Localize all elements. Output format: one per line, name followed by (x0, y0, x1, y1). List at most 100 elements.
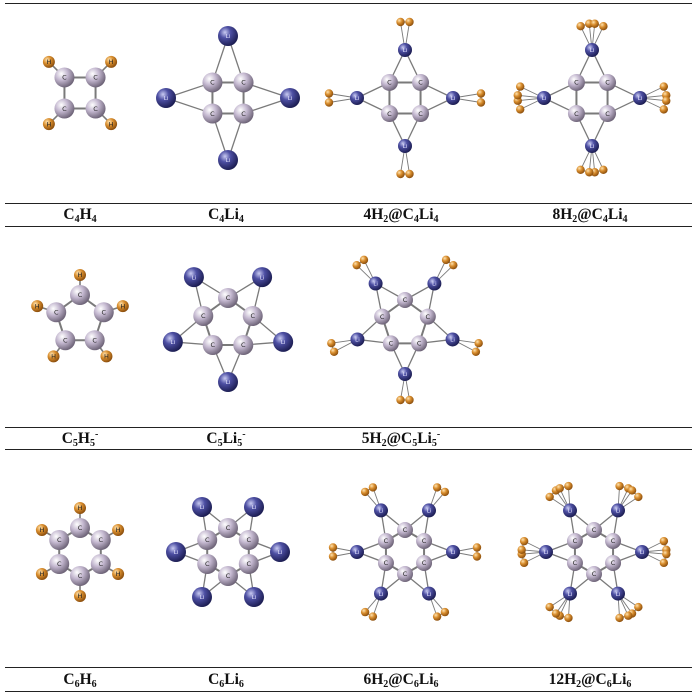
carbon-atom: C (202, 103, 223, 124)
hydrogen-atom (659, 536, 669, 546)
lithium-atom: Li (398, 139, 412, 153)
hydrogen-atom (405, 395, 414, 405)
svg-text:C: C (422, 559, 427, 567)
lithium-atom: Li (270, 542, 290, 562)
carbon-atom: C (380, 105, 398, 123)
svg-text:Li: Li (568, 509, 573, 515)
table-rule (5, 667, 692, 668)
lithium-atom: Li (350, 545, 364, 559)
hydrogen-atom (476, 98, 486, 107)
label-c5h5: C5H5- (61, 429, 99, 449)
svg-text:Li: Li (379, 509, 384, 515)
hydrogen-atom (396, 17, 405, 27)
lithium-atom: Li (633, 91, 647, 105)
carbon-atom: C (377, 555, 394, 571)
svg-text:Li: Li (200, 595, 205, 601)
hydrogen-atom: H (112, 524, 125, 536)
svg-text:C: C (384, 559, 389, 567)
hydrogen-atom (551, 609, 561, 618)
hydrogen-atom (659, 82, 669, 91)
lithium-atom: Li (585, 139, 599, 153)
hydrogen-atom (515, 105, 525, 114)
lithium-atom: Li (446, 545, 460, 559)
svg-text:Li: Li (192, 275, 197, 281)
hydrogen-atom (519, 536, 529, 546)
svg-text:Li: Li (226, 158, 231, 164)
hydrogen-atom: H (105, 55, 118, 68)
lithium-atom: Li (192, 496, 212, 517)
hydrogen-atom (328, 543, 338, 552)
svg-text:Li: Li (281, 340, 286, 346)
svg-text:Li: Li (355, 550, 360, 556)
lithium-atom: Li (244, 496, 264, 517)
carbon-atom: C (586, 566, 602, 582)
svg-text:C: C (573, 559, 578, 567)
svg-text:C: C (422, 537, 427, 545)
carbon-atom: C (238, 554, 259, 574)
carbon-atom: C (70, 285, 90, 305)
svg-text:C: C (226, 294, 231, 302)
svg-text:C: C (57, 560, 62, 568)
svg-text:C: C (247, 560, 252, 568)
hydrogen-atom (624, 611, 633, 620)
table-rule-top (5, 3, 692, 4)
hydrogen-atom (627, 486, 637, 495)
lithium-atom: Li (350, 91, 364, 105)
svg-text:C: C (387, 79, 392, 87)
carbon-atom: C (197, 554, 218, 574)
hydrogen-atom (359, 255, 369, 265)
svg-text:Li: Li (379, 592, 384, 598)
svg-text:C: C (611, 559, 616, 567)
carbon-atom: C (218, 288, 238, 308)
lithium-atom: Li (446, 91, 460, 105)
molecule-8h2-c4li4: C C C C Li Li Li Li (510, 10, 671, 200)
svg-text:C: C (210, 341, 215, 349)
carbon-atom: C (567, 105, 585, 123)
hydrogen-atom: H (31, 300, 44, 313)
lithium-atom: Li (537, 91, 551, 105)
svg-text:Li: Li (252, 505, 257, 511)
lithium-atom: Li (273, 331, 294, 352)
carbon-atom: C (233, 72, 254, 93)
hydrogen-atom (599, 21, 608, 31)
molecule-svg: C C C C C C Li Li Li Li Li Li (166, 496, 290, 608)
hydrogen-atom (634, 492, 643, 502)
svg-text:C: C (78, 291, 83, 299)
lithium-atom: Li (427, 276, 442, 291)
hydrogen-atom (576, 21, 585, 31)
svg-text:Li: Li (451, 96, 456, 102)
lithium-atom: Li (611, 586, 625, 601)
hydrogen-atom (662, 549, 671, 559)
label-6h2-c6li6: 6H2@C6Li6 (363, 671, 439, 690)
lithium-atom: Li (368, 276, 383, 291)
hydrogen-atom (360, 487, 370, 497)
lithium-atom: Li (374, 586, 388, 601)
svg-text:C: C (205, 560, 210, 568)
lithium-atom: Li (585, 43, 599, 57)
carbon-atom: C (397, 566, 413, 582)
hydrogen-atom (513, 91, 522, 100)
hydrogen-atom (328, 552, 338, 561)
hydrogen-atom (327, 339, 336, 348)
table-rule (5, 427, 692, 428)
hydrogen-atom (472, 543, 482, 552)
carbon-atom: C (419, 308, 436, 325)
lithium-atom: Li (280, 88, 300, 108)
svg-text:Li: Li (544, 550, 549, 556)
carbon-atom: C (85, 98, 106, 119)
svg-text:C: C (573, 537, 578, 545)
svg-text:Li: Li (164, 96, 169, 102)
lithium-atom: Li (183, 267, 204, 288)
svg-text:C: C (201, 312, 206, 320)
label-8h2-c4li4: 8H2@C4Li4 (552, 206, 628, 225)
svg-text:H: H (78, 271, 83, 279)
lithium-atom: Li (162, 331, 183, 352)
molecule-c4h4: C C C C H H H H (8, 10, 168, 200)
svg-text:H: H (46, 120, 51, 128)
hydrogen-atom (515, 82, 525, 91)
svg-text:C: C (226, 524, 231, 532)
molecule-svg: C C C C Li Li Li Li (324, 17, 486, 179)
label-12h2-c6li6: 12H2@C6Li6 (548, 671, 632, 690)
hydrogen-atom (368, 483, 378, 492)
label-5h2-c5li5: 5H2@C5Li5- (361, 429, 441, 449)
